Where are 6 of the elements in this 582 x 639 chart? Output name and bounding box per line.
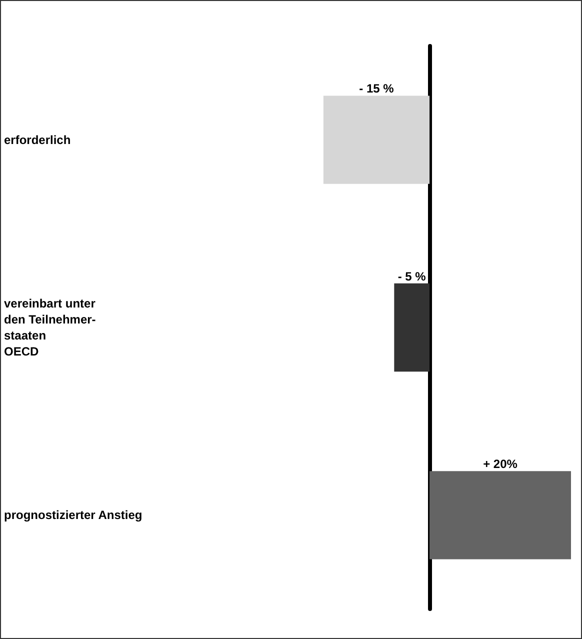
data-label: - 5 % (398, 269, 426, 284)
y-tick-label: vereinbart unter den Teilnehmer- staaten OECD (4, 296, 96, 358)
data-label: + 20% (483, 457, 518, 472)
data-label: - 15 % (359, 82, 394, 96)
y-tick-label: prognostizierter Anstieg (4, 508, 142, 522)
y-tick-label: erforderlich (4, 132, 71, 147)
